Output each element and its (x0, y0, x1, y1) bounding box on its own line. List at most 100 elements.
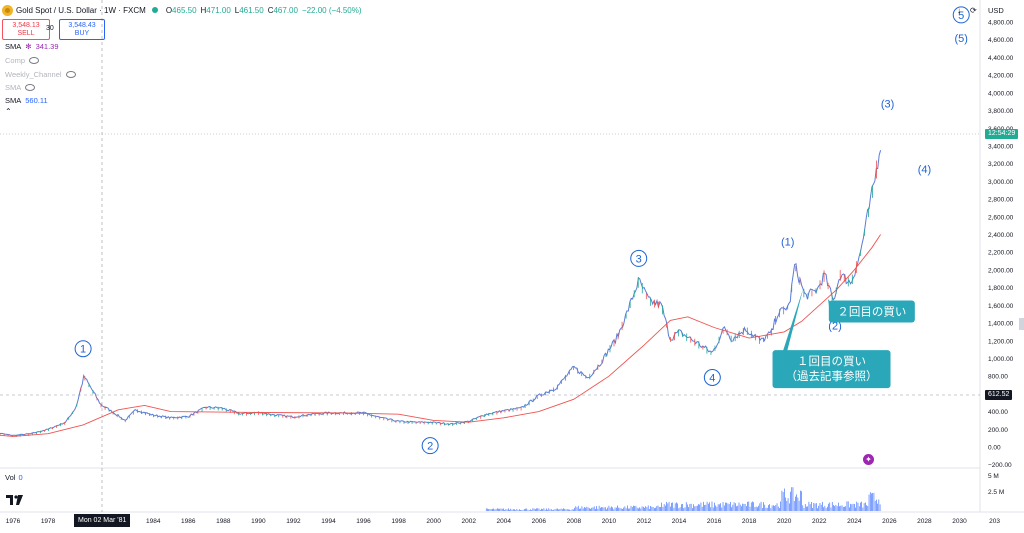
sell-label: SELL (17, 29, 35, 37)
volume-value: 0 (18, 473, 23, 482)
indicator-name: Weekly_Channel (5, 70, 62, 79)
wave-label-circle (74, 340, 92, 358)
y-tick-label: 4,000.00 (988, 90, 1014, 97)
chart-grid (0, 0, 1024, 513)
wave-label-circle (952, 6, 970, 24)
y-tick-label: 1,400.00 (988, 321, 1014, 328)
volume-bars (485, 487, 881, 511)
y-tick-label: 4,400.00 (988, 55, 1014, 62)
x-tick-label: 2000 (426, 518, 441, 525)
x-tick-label: 2006 (532, 518, 547, 525)
y-tick-label: 4,800.00 (988, 20, 1014, 27)
y-tick-label: 800.00 (988, 374, 1008, 381)
y-tick-label: 3,200.00 (988, 161, 1014, 168)
callout-box (828, 300, 915, 323)
wave-label: 2 (427, 441, 433, 453)
x-tick-label: 1988 (216, 518, 231, 525)
wave-label-circle (421, 437, 439, 455)
y-tick-label: 2,600.00 (988, 214, 1014, 221)
x-tick-label: 1996 (356, 518, 371, 525)
x-tick-label: 2024 (847, 518, 862, 525)
wave-label: 5 (958, 10, 964, 22)
y-tick-label: 2,000.00 (988, 267, 1014, 274)
x-tick-label: 1976 (6, 518, 21, 525)
wave-label: 3 (636, 253, 642, 265)
magic-wand-icon[interactable]: ✦ (863, 454, 874, 465)
wave-label: 1 (80, 344, 86, 356)
wave-label-circle (630, 249, 648, 267)
gold-logo-icon (2, 4, 13, 16)
symbol-title[interactable]: Gold Spot / U.S. Dollar · 1W · FXCM (16, 5, 146, 15)
buy-label: BUY (74, 29, 90, 37)
x-tick-label: 203 (989, 518, 1000, 525)
sma-line (0, 234, 881, 437)
x-tick-label: 2026 (882, 518, 897, 525)
y-tick-label: 1,200.00 (988, 338, 1014, 345)
x-tick-label: 1990 (251, 518, 266, 525)
collapse-legend-icon[interactable]: ⌃ (5, 107, 12, 116)
wave-label: (3) (881, 98, 894, 110)
y-tick-label: −200.00 (988, 462, 1012, 469)
y-tick-label: 3,000.00 (988, 179, 1014, 186)
settings-icon[interactable]: ✻ (25, 42, 32, 51)
hidden-eye-icon[interactable] (29, 57, 40, 64)
indicator-name: Comp (5, 56, 26, 65)
hidden-eye-icon[interactable] (25, 84, 36, 91)
buy-button[interactable]: 3,548.43 BUY (59, 19, 105, 40)
scroll-handle[interactable] (1019, 318, 1024, 330)
wave-label-circle (703, 368, 721, 386)
x-tick-label: 2002 (461, 518, 476, 525)
price-line (0, 150, 882, 437)
callout-text: （過去記事参照） (786, 369, 878, 383)
sell-button[interactable]: 3,548.13 SELL (2, 19, 50, 40)
y-tick-label: 0.00 (988, 445, 1001, 452)
hidden-eye-icon[interactable] (65, 71, 76, 78)
x-tick-label: 2012 (637, 518, 652, 525)
indicator-weekly-channel[interactable]: Weekly_Channel (5, 70, 76, 79)
wave-label: (4) (918, 164, 931, 176)
callout-text: １回目の買い (797, 354, 866, 368)
indicator-sma-3[interactable]: SMA 560.11 (5, 96, 48, 105)
callout-pointer (774, 287, 804, 378)
currency-selector[interactable]: USD (988, 6, 1004, 15)
symbol-legend[interactable]: Gold Spot / U.S. Dollar · 1W · FXCM O465… (2, 3, 366, 17)
x-tick-label: 2030 (952, 518, 967, 525)
x-tick-label: 2022 (812, 518, 827, 525)
y-tick-label: 2,200.00 (988, 250, 1014, 257)
indicator-sma-1[interactable]: SMA ✻ 341.39 (5, 42, 59, 51)
indicator-comp[interactable]: Comp (5, 56, 40, 65)
indicator-value: 560.11 (25, 96, 48, 105)
crosshair-date-tag: Mon 02 Mar '81 (74, 514, 131, 527)
download-icon[interactable]: ↓ (957, 6, 961, 15)
buy-price: 3,548.43 (68, 21, 96, 29)
x-tick-label: 1992 (286, 518, 301, 525)
crosshair-price-tag: 612.52 (985, 390, 1013, 400)
y-tick-label: 200.00 (988, 427, 1008, 434)
y-tick-label: 3,400.00 (988, 143, 1014, 150)
indicator-name: SMA (5, 83, 22, 92)
x-tick-label: 2010 (602, 518, 617, 525)
volume-tick-label: 5 M (988, 473, 999, 480)
callout-box (772, 350, 891, 389)
volume-legend: Vol 0 (5, 473, 23, 482)
market-open-icon (151, 7, 158, 13)
tradingview-logo-icon (6, 495, 23, 505)
indicator-name: SMA (5, 42, 22, 51)
y-tick-label: 400.00 (988, 409, 1008, 416)
reset-icon[interactable]: ⟳ (970, 6, 977, 15)
series-layer (0, 150, 882, 438)
x-tick-label: 1998 (391, 518, 406, 525)
wave-label: (5) (954, 33, 967, 45)
ohlc-high: H471.00 (200, 5, 231, 15)
indicator-sma-2[interactable]: SMA (5, 83, 36, 92)
x-tick-label: 1978 (41, 518, 56, 525)
annotation-layer: 1 2 3 4 5 (1) (2) (3) (4) (5) ２回目の買い １回目の買い（過去記事参照） (74, 6, 970, 455)
y-tick-label: 1,800.00 (988, 285, 1014, 292)
volume-label: Vol (5, 473, 16, 482)
y-tick-label: 2,800.00 (988, 197, 1014, 204)
wave-label: (1) (781, 237, 794, 249)
x-tick-label: 2014 (672, 518, 687, 525)
wave-label: 4 (709, 372, 715, 384)
ohlc-open: O465.50 (165, 5, 197, 15)
